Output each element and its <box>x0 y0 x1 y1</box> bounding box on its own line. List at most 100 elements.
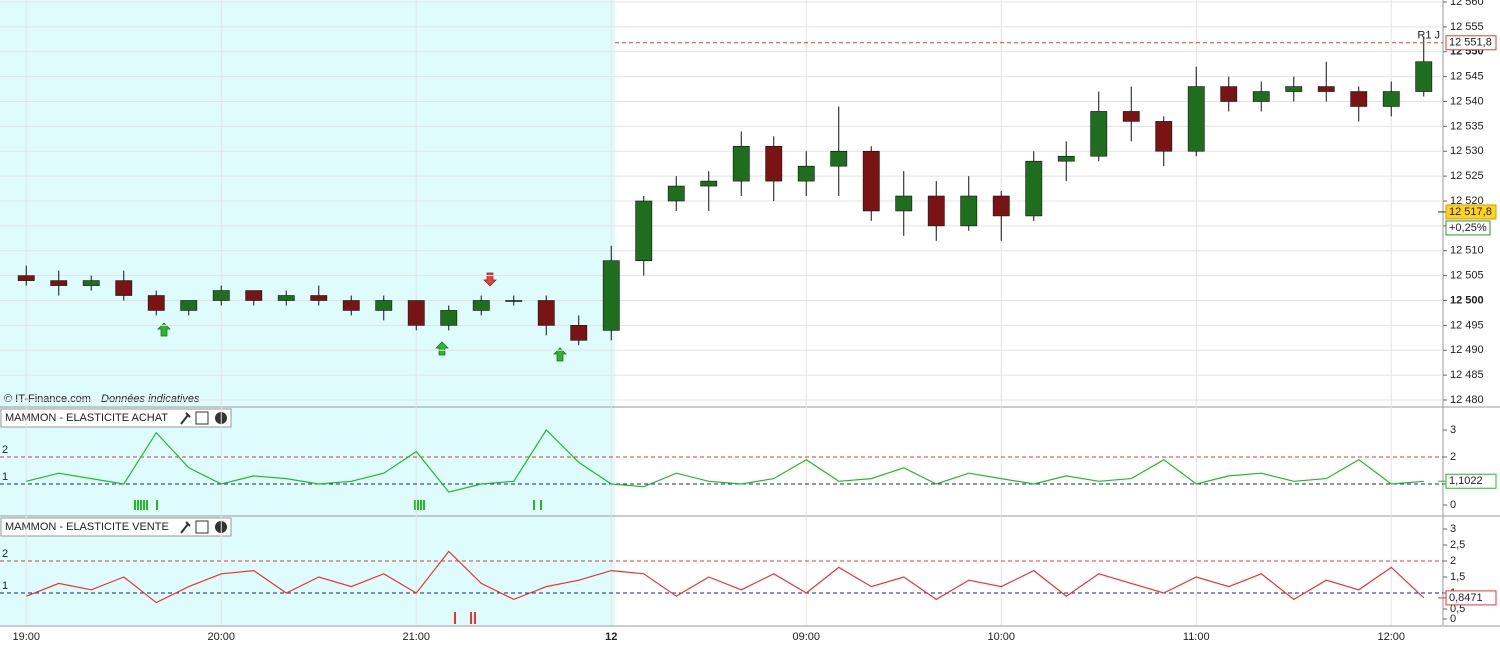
y-tick-label: 3 <box>1450 424 1456 436</box>
candle-body <box>602 260 620 331</box>
candle-body <box>1252 91 1270 102</box>
y-tick-label: 12 520 <box>1450 195 1484 207</box>
x-tick-label: 12:00 <box>1377 631 1405 643</box>
candle-body <box>1382 91 1400 107</box>
candle-body <box>960 195 978 227</box>
candle-body <box>537 300 555 326</box>
x-tick-label: 10:00 <box>987 631 1015 643</box>
candle-body <box>440 310 458 326</box>
value-label: 12 551,8 <box>1449 37 1492 49</box>
y-tick-label: 12 540 <box>1450 95 1484 107</box>
candle-body <box>17 275 35 281</box>
y-tick-label: 1,5 <box>1450 571 1465 583</box>
y-tick-label: 12 555 <box>1450 21 1484 33</box>
candle-body <box>830 150 848 167</box>
y-tick-label: 3 <box>1450 523 1456 535</box>
buy-arrow <box>435 341 449 356</box>
indicator-line <box>26 429 1424 493</box>
candle-body <box>1285 86 1303 92</box>
candle-body <box>1220 86 1238 102</box>
source: © IT-Finance.com <box>4 393 91 405</box>
candle-body <box>1350 91 1368 107</box>
y-tick-label: 2,5 <box>1450 539 1465 551</box>
candle-body <box>732 145 750 182</box>
y-tick-label: 12 505 <box>1450 270 1484 282</box>
signal-ticks <box>134 500 542 510</box>
source-note: Données indicatives <box>101 393 200 405</box>
y-tick-label: 0 <box>1450 499 1456 511</box>
candle-body <box>1090 111 1108 157</box>
reference-name: R1 J <box>1417 30 1440 42</box>
candle-body <box>1122 111 1140 122</box>
y-tick-label: 12 510 <box>1450 245 1484 257</box>
y-tick-label: 2 <box>1450 555 1456 567</box>
candle-body <box>1317 86 1335 92</box>
panel-header: MAMMON - ELASTICITE ACHAT <box>0 408 232 428</box>
settings-icon[interactable] <box>180 412 191 425</box>
candle-body <box>700 180 718 187</box>
value-box <box>1445 204 1497 220</box>
candle-body <box>862 150 880 212</box>
panel-title: MAMMON - ELASTICITE VENTE <box>5 521 169 533</box>
header-box <box>0 408 232 428</box>
y-tick-label: 0,5 <box>1450 603 1465 615</box>
candle-body <box>82 280 100 286</box>
settings-icon[interactable] <box>180 521 191 534</box>
sell-arrow <box>483 272 497 287</box>
candle-body <box>1057 155 1075 162</box>
candle-body <box>277 295 295 301</box>
y-tick-label: 12 500 <box>1450 294 1484 306</box>
y-tick-label: 12 525 <box>1450 170 1484 182</box>
candle-body <box>212 290 230 301</box>
y-tick-label: 12 490 <box>1450 344 1484 356</box>
candle-body <box>180 300 198 311</box>
level-label: 2 <box>2 548 8 560</box>
candle-body <box>342 300 360 311</box>
window-icon[interactable] <box>195 520 209 534</box>
candle-body <box>1155 121 1173 152</box>
panel-title: MAMMON - ELASTICITE ACHAT <box>5 412 168 424</box>
candle-body <box>765 145 783 182</box>
candle-body <box>505 300 523 302</box>
value-label: 1,1022 <box>1449 475 1483 487</box>
x-tick-label: 12 <box>605 631 617 643</box>
panel-header: MAMMON - ELASTICITE VENTE <box>0 517 232 537</box>
y-tick-label: 2 <box>1450 451 1456 463</box>
x-tick-label: 20:00 <box>207 631 235 643</box>
signal-arrows <box>157 322 567 362</box>
change-label: +0,25% <box>1449 222 1487 234</box>
y-tick-label: 12 480 <box>1450 394 1484 406</box>
x-tick-label: 21:00 <box>402 631 430 643</box>
y-tick-label: 12 485 <box>1450 369 1484 381</box>
signal-ticks <box>454 612 476 624</box>
candle-body <box>50 280 68 286</box>
x-tick-label: 11:00 <box>1183 631 1210 643</box>
candle-body <box>797 165 815 182</box>
value-label: 0,8471 <box>1449 592 1483 604</box>
y-tick-label: 12 545 <box>1450 71 1484 83</box>
header-box <box>0 517 232 537</box>
window-icon[interactable] <box>195 411 209 425</box>
candle-body <box>375 300 393 311</box>
x-tick-label: 09:00 <box>792 631 820 643</box>
candle-body <box>407 300 425 326</box>
candle-body <box>570 325 588 341</box>
candle-body <box>245 290 263 301</box>
value-label: 12 517,8 <box>1449 206 1492 218</box>
candle-body <box>992 195 1010 217</box>
candle-body <box>310 295 328 301</box>
candle-body <box>895 195 913 212</box>
candle-body <box>1025 160 1043 217</box>
x-tick-label: 19:00 <box>12 631 40 643</box>
candle-body <box>635 200 653 262</box>
level-label: 2 <box>2 444 8 456</box>
y-tick-label: 12 530 <box>1450 145 1484 157</box>
buy-arrow <box>553 347 567 362</box>
buy-arrow <box>157 322 171 337</box>
candle-body <box>1415 61 1433 92</box>
y-tick-label: 0 <box>1450 613 1456 625</box>
candle-body <box>147 295 165 311</box>
value-box <box>1445 35 1497 51</box>
